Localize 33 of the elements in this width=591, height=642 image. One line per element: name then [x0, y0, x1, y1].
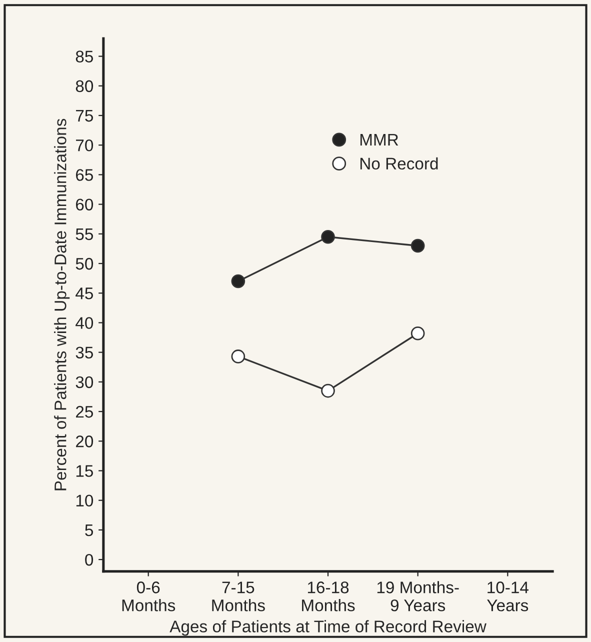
y-tick-label: 65 [76, 169, 94, 181]
point [410, 326, 425, 340]
y-tick-label: 15 [76, 465, 94, 477]
y-tick-label: 5 [85, 524, 94, 536]
y-tick-label: 25 [76, 406, 94, 418]
x-tick-label: 10-14 Years [487, 582, 528, 612]
legend-label: MMR [360, 134, 398, 146]
x-tick-label: 16-18 Months [302, 582, 355, 612]
y-tick-label: 80 [76, 80, 94, 92]
x-tick-label: 19 Months- 9 Years [377, 581, 459, 612]
y-axis-title: Percent of Patients with Up-to-Date Immunizations [54, 118, 70, 490]
point [321, 230, 335, 244]
y-tick-label: 75 [76, 110, 94, 122]
y-tick-label: 70 [76, 139, 94, 152]
y-tick-label: 0 [85, 554, 94, 566]
y-tick-label: 45 [76, 288, 94, 300]
y-tick-label: 55 [76, 228, 94, 240]
y-tick-label: 30 [76, 376, 94, 388]
point [231, 350, 246, 364]
y-tick-label: 60 [76, 198, 94, 210]
y-tick-label: 40 [76, 317, 94, 329]
point [410, 238, 425, 253]
point [231, 274, 246, 288]
y-tick-label: 50 [76, 258, 94, 270]
y-tick-label: 35 [76, 346, 94, 359]
legend-label: No Record [360, 157, 438, 170]
point [321, 384, 335, 398]
y-tick-label: 10 [76, 494, 94, 507]
x-tick-label: 7-15 Months [212, 582, 265, 612]
x-axis-title: Ages of Patients at Time of Record Review [170, 620, 486, 636]
y-tick-label: 20 [76, 436, 94, 448]
y-tick-label: 85 [76, 50, 94, 62]
x-tick-label: 0-6 Months [122, 582, 176, 612]
